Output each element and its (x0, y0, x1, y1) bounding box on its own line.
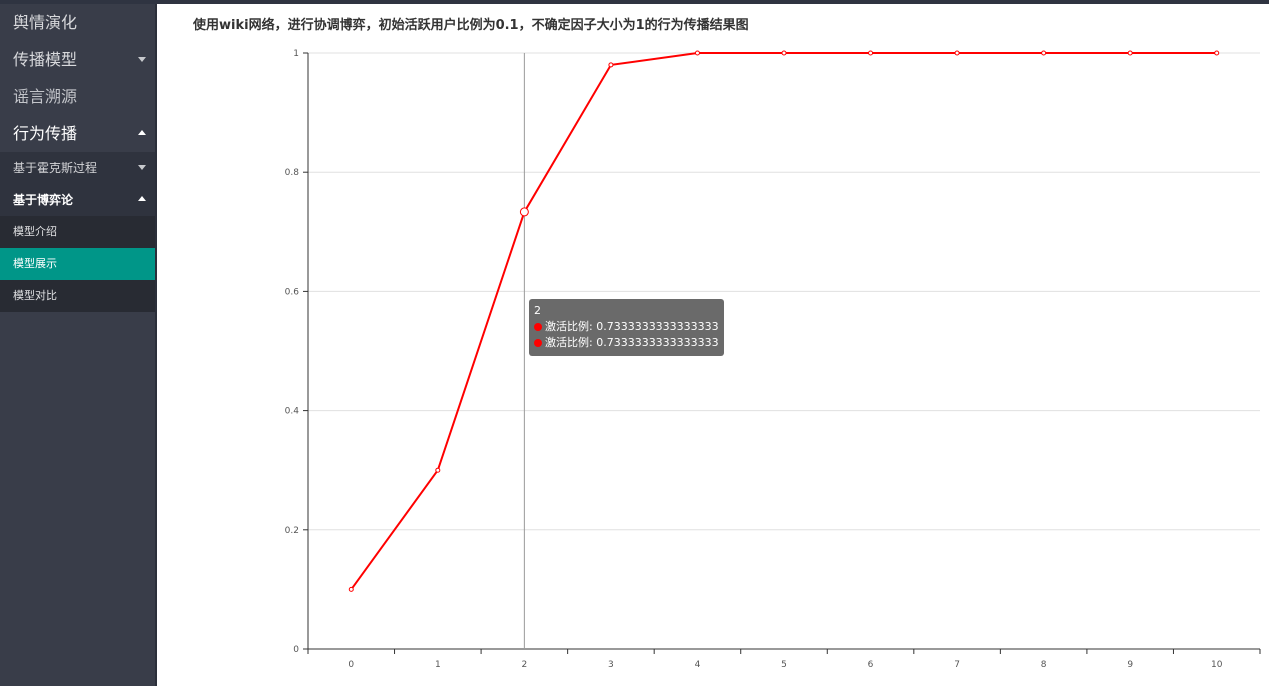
main-content: 使用wiki网络，进行协调博弈，初始活跃用户比例为0.1，不确定因子大小为1的行… (159, 4, 1269, 686)
x-tick-label: 2 (521, 660, 527, 670)
data-point[interactable] (781, 50, 787, 56)
leaf-item-model-intro[interactable]: 模型介绍 (13, 225, 57, 238)
data-point[interactable] (1214, 50, 1220, 56)
tooltip-row: 激活比例: 0.7333333333333333 (534, 319, 719, 335)
data-point[interactable] (1127, 50, 1133, 56)
data-point[interactable] (435, 467, 441, 473)
submenu-item-label: 基于霍克斯过程 (13, 161, 98, 175)
data-point[interactable] (608, 62, 614, 68)
submenu: 基于霍克斯过程 基于博弈论 (0, 152, 155, 216)
x-tick-label: 0 (348, 660, 354, 670)
data-point[interactable] (519, 207, 529, 217)
submenu-item-game-theory[interactable]: 基于博弈论 (0, 184, 155, 216)
sidebar-item-behavior-propagation[interactable]: 行为传播 (0, 115, 155, 152)
tooltip-row-text: 激活比例: 0.7333333333333333 (545, 336, 719, 349)
x-tick-label: 1 (435, 660, 441, 670)
chevron-down-icon (138, 165, 146, 170)
leaf-item-model-display[interactable]: 模型展示 (0, 248, 155, 280)
line-chart[interactable]: 00.20.40.60.810 1 2 3 4 5 6 7 8 9 10 (159, 4, 1269, 686)
chevron-up-icon (138, 130, 146, 135)
tooltip-x-label: 2 (534, 304, 541, 317)
series-line (350, 52, 1217, 590)
data-point[interactable] (1041, 50, 1047, 56)
sidebar-item-opinion-evolution[interactable]: 舆情演化 (0, 4, 155, 41)
x-tick-label: 9 (1127, 660, 1133, 670)
data-point[interactable] (348, 586, 354, 592)
series-dot-icon (534, 323, 542, 331)
sidebar-item-label: 行为传播 (13, 124, 78, 143)
y-tick-label: 0.8 (285, 168, 300, 178)
data-point[interactable] (954, 50, 960, 56)
sidebar-item-label: 传播模型 (13, 50, 78, 69)
x-tick-label: 4 (695, 660, 701, 670)
y-tick-label: 0.6 (285, 287, 300, 297)
sidebar-item-propagation-model[interactable]: 传播模型 (0, 41, 155, 78)
x-tick-label: 5 (781, 660, 787, 670)
y-tick-label: 0.2 (285, 526, 299, 536)
y-tick-label: 0.4 (285, 407, 300, 417)
sidebar-item-label: 舆情演化 (13, 13, 78, 32)
submenu-item-hawkes[interactable]: 基于霍克斯过程 (0, 152, 155, 184)
y-tick-label: 0 (293, 645, 299, 655)
data-point[interactable] (694, 50, 700, 56)
leaf-menu: 模型介绍 模型展示 模型对比 (0, 216, 155, 312)
x-tick-label: 7 (954, 660, 960, 670)
chevron-up-icon (138, 196, 146, 201)
data-point[interactable] (868, 50, 874, 56)
tooltip-row-text: 激活比例: 0.7333333333333333 (545, 320, 719, 333)
submenu-item-label: 基于博弈论 (13, 193, 74, 207)
x-tick-label: 6 (868, 660, 874, 670)
series-dot-icon (534, 339, 542, 347)
x-tick-label: 3 (608, 660, 614, 670)
chart-tooltip: 2 激活比例: 0.7333333333333333 激活比例: 0.73333… (529, 299, 724, 356)
tooltip-row: 激活比例: 0.7333333333333333 (534, 335, 719, 351)
top-bar (0, 0, 1269, 4)
chart-title: 使用wiki网络，进行协调博弈，初始活跃用户比例为0.1，不确定因子大小为1的行… (193, 18, 749, 33)
sidebar: 舆情演化 传播模型 谣言溯源 行为传播 基于霍克斯过程 基于博弈论 模型介绍 模… (0, 4, 157, 686)
y-tick-label: 1 (293, 49, 299, 59)
sidebar-item-label: 谣言溯源 (13, 87, 78, 106)
x-tick-label: 8 (1041, 660, 1047, 670)
x-tick-label: 10 (1211, 660, 1223, 670)
leaf-item-model-compare[interactable]: 模型对比 (13, 289, 57, 302)
chevron-down-icon (138, 57, 146, 62)
sidebar-item-rumor-tracing[interactable]: 谣言溯源 (0, 78, 155, 115)
